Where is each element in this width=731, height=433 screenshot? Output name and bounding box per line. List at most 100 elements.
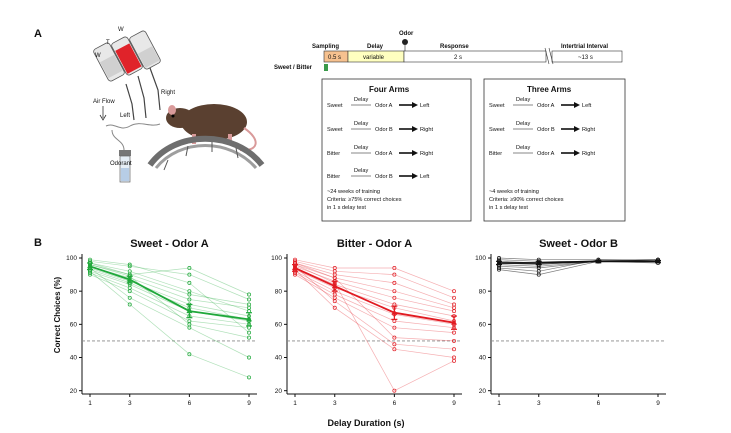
apparatus-illustration: W T W Right Left Air Flow Odorant xyxy=(93,27,265,183)
phase-name-response: Response xyxy=(440,44,469,50)
three-arms-box: Three Arms Sweet Delay Odor A Left Sweet Dela… xyxy=(483,78,626,222)
taste-bottle-red xyxy=(111,36,143,76)
individual-point-0-11-2 xyxy=(187,325,192,330)
individual-point-1-3-2 xyxy=(392,295,397,300)
x-tick-label-2-2: 6 xyxy=(597,400,601,407)
four-arms-rule-odor-2: Odor A xyxy=(375,151,393,157)
individual-point-0-9-2 xyxy=(187,280,192,285)
three-arms-rule-arrow-head-1 xyxy=(574,126,580,132)
water-bottle-left xyxy=(93,42,125,82)
mean-point-0-0 xyxy=(87,263,93,269)
three-arms-rule-arrow-head-0 xyxy=(574,102,580,108)
individual-line-1-1 xyxy=(294,262,455,305)
four-arms-rule-taste-0: Sweet xyxy=(327,103,343,109)
three-arms-rule-delay-2: Delay xyxy=(516,145,531,151)
iti-duration: ~13 s xyxy=(578,55,593,61)
individual-line-1-3 xyxy=(294,265,455,312)
three-arms-rule-delay-1: Delay xyxy=(516,121,531,127)
three-arms-rule-odor-1: Odor B xyxy=(537,127,555,133)
individual-point-1-9-1 xyxy=(332,275,337,280)
x-axis-label: Delay Duration (s) xyxy=(327,418,404,428)
individual-point-0-10-3 xyxy=(247,335,251,340)
mean-point-2-0 xyxy=(496,259,502,265)
individual-line-0-4 xyxy=(89,267,250,317)
y-tick-label-1-4: 20 xyxy=(275,388,283,395)
individual-point-1-13-3 xyxy=(452,289,456,294)
mean-point-2-2 xyxy=(595,258,602,264)
three-arms-rule-taste-1: Sweet xyxy=(489,127,505,133)
four-arms-rule-taste-1: Sweet xyxy=(327,127,343,133)
label-right: Right xyxy=(161,90,175,96)
odor-dot xyxy=(402,39,408,45)
individual-line-0-2 xyxy=(89,264,250,305)
four-arms-rule-arm-1: Right xyxy=(420,127,434,133)
three-arms-rule-arm-1: Right xyxy=(582,127,596,133)
individual-line-1-7 xyxy=(294,272,455,329)
sweet-bitter-label: Sweet / Bitter xyxy=(274,65,313,71)
individual-line-0-1 xyxy=(89,262,250,312)
x-tick-label-2-3: 9 xyxy=(656,400,660,407)
label-left: Left xyxy=(120,113,130,119)
trial-timeline: Odor Sampling Delay Response Intertrial … xyxy=(274,31,623,71)
y-tick-label-1-3: 40 xyxy=(275,355,283,362)
four-arms-rule-arm-2: Right xyxy=(420,151,434,157)
three-arms-rule-odor-0: Odor A xyxy=(537,103,555,109)
three-arms-rule-taste-0: Sweet xyxy=(489,103,505,109)
individual-point-2-7-1 xyxy=(536,272,541,277)
four-arms-rule-arrow-head-1 xyxy=(412,126,418,132)
four-arms-title: Four Arms xyxy=(369,85,410,94)
response-bar xyxy=(403,50,547,63)
mean-point-1-2 xyxy=(391,309,398,315)
individual-point-0-13-3 xyxy=(247,292,251,297)
y-tick-label-1-0: 100 xyxy=(271,255,282,262)
chart-title-1: Bitter - Odor A xyxy=(337,238,412,250)
chart-title-0: Sweet - Odor A xyxy=(130,238,208,250)
y-tick-label-0-1: 80 xyxy=(70,288,78,295)
mean-point-0-2 xyxy=(186,307,193,314)
mean-point-0-1 xyxy=(126,276,133,282)
chart-title-2: Sweet - Odor B xyxy=(539,238,618,250)
three-arms-training-3: in 1 s delay test xyxy=(489,205,528,211)
four-arms-rule-taste-3: Bitter xyxy=(327,174,340,180)
individual-point-0-11-1 xyxy=(127,295,132,300)
individual-line-0-9 xyxy=(89,259,250,333)
y-tick-label-0-4: 20 xyxy=(70,388,78,395)
individual-line-1-11 xyxy=(294,269,455,358)
four-arms-rule-taste-2: Bitter xyxy=(327,151,340,157)
individual-line-0-7 xyxy=(89,272,250,325)
individual-line-0-8 xyxy=(89,274,250,329)
individual-point-1-11-1 xyxy=(332,305,337,310)
individual-point-1-2-2 xyxy=(392,289,397,294)
label-t: T xyxy=(106,40,110,46)
arched-platform xyxy=(147,135,265,171)
individual-point-1-8-3 xyxy=(452,330,456,335)
individual-line-0-13 xyxy=(89,262,250,295)
individual-point-0-12-3 xyxy=(247,375,251,380)
four-arms-rule-delay-2: Delay xyxy=(354,145,369,151)
y-tick-label-2-0: 100 xyxy=(475,255,486,262)
four-arms-rule-delay-0: Delay xyxy=(354,97,369,103)
taste-cue-mark xyxy=(324,64,328,71)
three-arms-title: Three Arms xyxy=(527,85,572,94)
three-arms-rule-odor-2: Odor A xyxy=(537,151,555,157)
individual-point-0-9-3 xyxy=(247,330,251,335)
individual-point-0-3-2 xyxy=(187,297,192,302)
individual-line-1-12 xyxy=(294,264,455,392)
phase-name-sampling: Sampling xyxy=(312,44,339,50)
individual-point-1-8-0 xyxy=(293,272,297,277)
four-arms-rule-odor-0: Odor A xyxy=(375,103,393,109)
phase-name-iti: Intertrial Interval xyxy=(561,44,608,50)
mean-line-0 xyxy=(89,265,250,321)
rat-icon xyxy=(166,104,257,152)
individual-line-1-9 xyxy=(294,262,455,342)
y-tick-label-0-3: 40 xyxy=(70,355,78,362)
individual-point-0-3-3 xyxy=(247,305,251,310)
individual-line-1-5 xyxy=(294,269,455,322)
four-arms-rule-arm-0: Left xyxy=(420,103,430,109)
individual-line-2-0 xyxy=(498,257,658,261)
individual-point-0-12-1 xyxy=(127,302,132,307)
individual-line-1-2 xyxy=(294,264,455,309)
three-arms-training-1: ~4 weeks of training xyxy=(489,189,539,195)
y-tick-label-2-3: 40 xyxy=(479,355,487,362)
